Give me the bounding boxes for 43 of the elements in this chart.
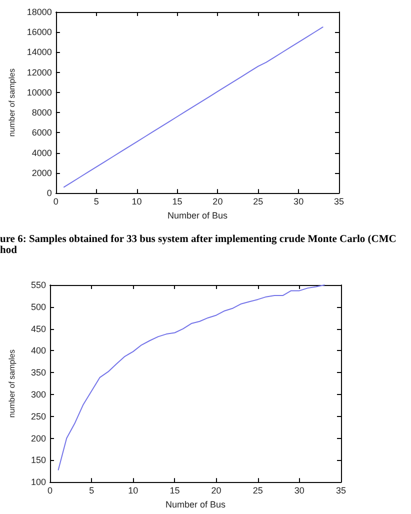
x-tick-label: 5	[89, 486, 94, 496]
x-tick-label: 5	[94, 196, 99, 207]
y-tick-label: 2000	[32, 168, 52, 178]
y-tick-label: 100	[30, 477, 46, 488]
x-tick-label: 25	[252, 486, 263, 496]
x-axis-title: Number of Bus	[167, 210, 228, 220]
x-tick-label: 35	[336, 486, 346, 496]
y-tick-label: 500	[30, 302, 46, 312]
x-tick-label: 20	[211, 486, 222, 496]
y-tick-label: 6000	[32, 128, 52, 138]
x-tick-label: 0	[53, 196, 58, 207]
y-tick-label: 300	[30, 390, 46, 400]
x-tick-label: 25	[253, 196, 264, 207]
y-tick-label: 150	[30, 455, 46, 466]
y-tick-label: 200	[30, 433, 46, 444]
x-tick-label: 20	[212, 196, 223, 207]
x-axis-title: Number of Bus	[165, 500, 226, 510]
y-tick-label: 10000	[26, 87, 52, 98]
line-series	[58, 284, 325, 470]
line-series	[64, 26, 324, 188]
y-tick-label: 16000	[26, 27, 52, 38]
y-tick-label: 0	[46, 188, 52, 198]
y-tick-label: 550	[30, 280, 46, 290]
y-tick-label: 400	[30, 346, 46, 356]
x-tick-label: 10	[128, 486, 138, 496]
text: hod	[0, 245, 17, 256]
y-tick-label: 18000	[26, 7, 52, 17]
y-tick-label: 250	[30, 411, 46, 422]
y-tick-label: 14000	[26, 47, 52, 58]
y-axis-title: number of samples	[8, 68, 16, 137]
x-tick-label: 15	[170, 486, 180, 496]
x-tick-label: 10	[132, 196, 142, 207]
y-tick-label: 350	[30, 368, 46, 378]
y-axis-title: number of samples	[8, 350, 16, 418]
text: ure 6: Samples obtained for 33 bus system after implementing crude Monte Carlo (CMC	[0, 234, 396, 245]
y-tick-label: 12000	[26, 67, 52, 78]
x-tick-label: 15	[172, 196, 182, 207]
y-tick-label: 8000	[32, 108, 52, 118]
x-tick-label: 30	[294, 486, 304, 496]
y-tick-label: 4000	[32, 148, 52, 158]
y-tick-label: 450	[30, 324, 46, 334]
x-tick-label: 35	[334, 196, 344, 207]
x-tick-label: 30	[294, 196, 304, 207]
